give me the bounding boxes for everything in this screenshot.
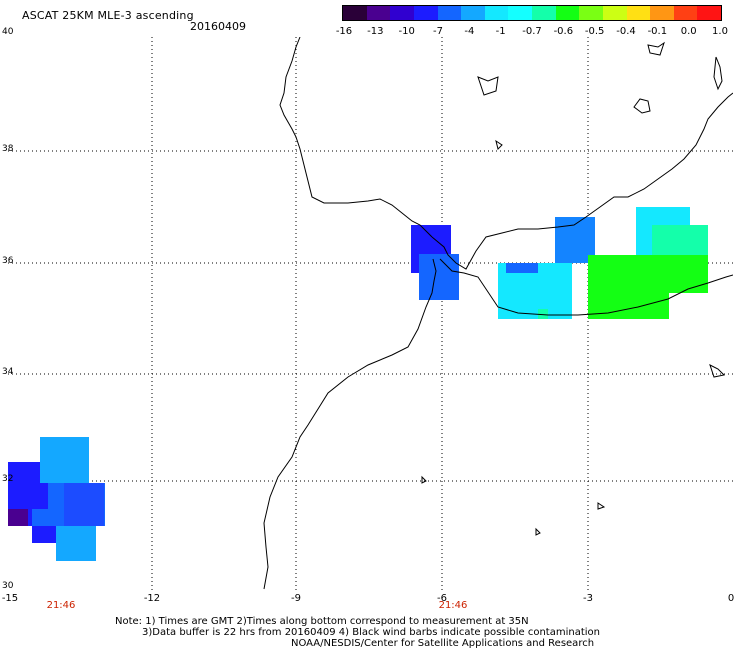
colorbar-cell xyxy=(673,6,698,20)
colorbar-cell xyxy=(390,6,414,20)
colorbar-label: -7 xyxy=(433,26,443,37)
colorbar-label: -0.7 xyxy=(522,26,542,37)
colorbar-cell xyxy=(697,6,721,20)
colorbar-label: 0.0 xyxy=(680,26,697,37)
coast-north-africa xyxy=(439,258,733,316)
lon-label-3: -3 xyxy=(583,593,593,604)
product-title: ASCAT 25KM MLE-3 ascending xyxy=(22,9,194,22)
colorbar xyxy=(342,5,722,21)
island-small-6 xyxy=(597,502,606,510)
island-small-4 xyxy=(495,139,503,150)
colorbar-cell xyxy=(508,6,532,20)
island-small-1 xyxy=(477,76,499,96)
island-small-2 xyxy=(647,41,665,56)
coast-portugal xyxy=(279,37,433,238)
colorbar-label: -13 xyxy=(367,26,384,37)
product-date: 20160409 xyxy=(190,20,246,33)
island-corsica xyxy=(713,56,723,91)
colorbar-label: 1.0 xyxy=(712,26,728,37)
colorbar-label: -0.4 xyxy=(616,26,636,37)
colorbar-label: -10 xyxy=(398,26,415,37)
colorbar-cell xyxy=(413,6,438,20)
map-panel xyxy=(8,37,733,593)
footer-credit: NOAA/NESDIS/Center for Satellite Applica… xyxy=(291,638,595,649)
colorbar-label: -0.1 xyxy=(647,26,668,37)
island-small-7 xyxy=(535,527,541,536)
colorbar-cell xyxy=(484,6,509,20)
island-mallorca xyxy=(633,98,651,114)
colorbar-cell xyxy=(532,6,556,20)
lon-label-15: -15 xyxy=(1,593,19,604)
lat-label-40: 40 xyxy=(2,27,14,37)
lon-label-9: -9 xyxy=(291,593,301,604)
colorbar-cell xyxy=(579,6,603,20)
colorbar-cell xyxy=(650,6,674,20)
lat-label-30: 30 xyxy=(2,581,14,591)
lat-label-34: 34 xyxy=(2,367,14,377)
island-small-5 xyxy=(421,475,427,484)
colorbar-cell xyxy=(366,6,391,20)
footer-note-2: 3)Data buffer is 22 hrs from 20160409 4)… xyxy=(142,627,600,638)
lon-label-12: -12 xyxy=(143,593,161,604)
colorbar-cell xyxy=(626,6,651,20)
footer-note-1: Note: 1) Times are GMT 2)Times along bot… xyxy=(115,616,529,627)
island-small-3 xyxy=(709,364,726,378)
colorbar-label: -16 xyxy=(335,26,353,37)
lat-label-38: 38 xyxy=(2,144,14,154)
colorbar-cell xyxy=(343,6,367,20)
lat-label-32: 32 xyxy=(2,474,14,484)
pass-time-1: 21:46 xyxy=(46,600,76,611)
wind-swath-alboran xyxy=(498,207,708,319)
lon-label-0: 0 xyxy=(727,593,735,604)
colorbar-cell xyxy=(602,6,627,20)
wind-swath-gibraltar xyxy=(411,225,459,300)
coast-spain-south xyxy=(431,92,733,270)
pass-time-2: 21:46 xyxy=(438,600,468,611)
colorbar-cell xyxy=(437,6,462,20)
colorbar-cell xyxy=(555,6,580,20)
lon-label-6: -6 xyxy=(437,593,447,604)
colorbar-label: -0.6 xyxy=(553,26,574,37)
colorbar-label: -1 xyxy=(495,26,506,37)
colorbar-label: -0.5 xyxy=(584,26,605,37)
coast-morocco xyxy=(263,258,437,590)
colorbar-label: -4 xyxy=(464,26,475,37)
colorbar-cell xyxy=(461,6,485,20)
wind-swath-atlantic xyxy=(8,437,105,561)
lat-label-36: 36 xyxy=(2,256,14,266)
coastlines xyxy=(263,37,733,590)
